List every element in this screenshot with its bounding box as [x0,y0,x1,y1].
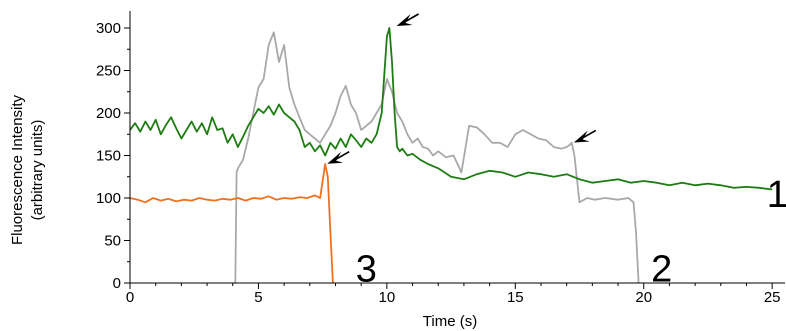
annotation-layer: 1 2 3 [327,13,786,291]
arrow-annotation [396,13,419,26]
x-tick-label: 15 [507,289,524,306]
x-tick-label: 0 [126,289,134,306]
arrow-shaft [334,151,350,161]
arrow-head [573,130,590,143]
y-tick-label: 50 [104,233,121,250]
y-tick-label: 200 [96,105,121,122]
x-tick-label: 5 [254,289,262,306]
series-number-label: 3 [356,249,377,291]
y-tick-label: 0 [113,275,121,292]
series-number-label: 2 [651,249,672,291]
series-line-2 [234,31,640,284]
x-tick-label: 25 [764,289,781,306]
x-axis-title: Time (s) [423,313,477,330]
y-axis-title-line2: (arbitrary units) [29,120,46,221]
x-tick-label: 20 [635,289,652,306]
series-number-label: 1 [767,174,786,216]
series-line-1 [129,27,773,191]
series-line-3 [129,163,334,284]
arrow-annotation [573,129,597,143]
y-tick-label: 150 [96,148,121,165]
arrow-head [396,14,413,26]
y-tick-label: 100 [96,190,121,207]
arrow-annotation [327,151,350,164]
series-layer [129,27,773,284]
arrow-shaft [404,13,419,23]
arrow-head [327,151,344,164]
y-axis-title-line1: Fluorescence Intensity [9,94,26,245]
y-tick-label: 300 [96,20,121,37]
x-tick-label: 10 [379,289,396,306]
arrow-shaft [581,129,597,140]
y-tick-label: 250 [96,63,121,80]
